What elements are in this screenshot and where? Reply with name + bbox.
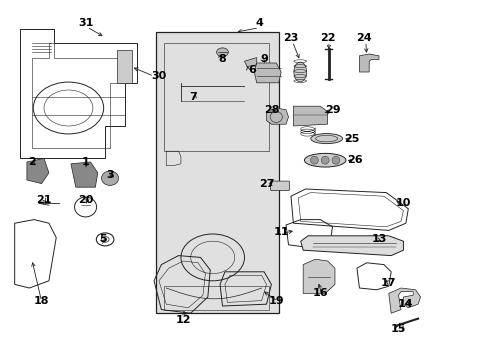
Text: 20: 20: [78, 195, 93, 205]
Text: 9: 9: [260, 54, 267, 64]
Text: 24: 24: [356, 33, 371, 43]
Text: 7: 7: [189, 92, 197, 102]
Text: 27: 27: [258, 179, 274, 189]
Text: 31: 31: [78, 18, 93, 28]
Text: 21: 21: [36, 195, 52, 205]
Ellipse shape: [310, 156, 318, 164]
Polygon shape: [117, 50, 132, 83]
Text: 11: 11: [273, 227, 288, 237]
Text: 16: 16: [312, 288, 327, 298]
Text: 17: 17: [380, 278, 396, 288]
Polygon shape: [359, 54, 378, 72]
Ellipse shape: [331, 156, 339, 164]
Text: 8: 8: [218, 54, 226, 64]
Polygon shape: [27, 158, 49, 184]
Text: 1: 1: [81, 157, 89, 167]
Text: 10: 10: [395, 198, 410, 208]
Polygon shape: [254, 63, 281, 83]
FancyBboxPatch shape: [156, 32, 278, 313]
Text: 12: 12: [175, 315, 191, 325]
Text: 4: 4: [255, 18, 263, 28]
Text: 13: 13: [370, 234, 386, 244]
Text: 3: 3: [106, 170, 114, 180]
Text: 18: 18: [34, 296, 49, 306]
Polygon shape: [244, 58, 256, 67]
Ellipse shape: [321, 156, 328, 164]
Ellipse shape: [293, 62, 306, 82]
Text: 6: 6: [247, 65, 255, 75]
Text: 28: 28: [263, 105, 279, 115]
Text: 29: 29: [324, 105, 340, 115]
Polygon shape: [71, 162, 98, 187]
Text: 26: 26: [346, 155, 362, 165]
Polygon shape: [266, 108, 288, 124]
Text: 22: 22: [319, 33, 335, 43]
Circle shape: [216, 48, 228, 57]
Polygon shape: [293, 106, 327, 126]
Text: 19: 19: [268, 296, 284, 306]
Ellipse shape: [310, 134, 342, 144]
Polygon shape: [388, 288, 420, 313]
Text: 2: 2: [28, 157, 36, 167]
Text: 30: 30: [151, 71, 166, 81]
Ellipse shape: [101, 171, 119, 185]
Ellipse shape: [304, 153, 346, 167]
Text: 15: 15: [390, 324, 406, 334]
FancyBboxPatch shape: [270, 181, 289, 190]
Text: 14: 14: [397, 299, 413, 309]
Polygon shape: [303, 259, 334, 293]
Polygon shape: [300, 236, 403, 256]
Text: 5: 5: [99, 234, 106, 244]
Text: 25: 25: [344, 134, 359, 144]
Text: 23: 23: [283, 33, 298, 43]
